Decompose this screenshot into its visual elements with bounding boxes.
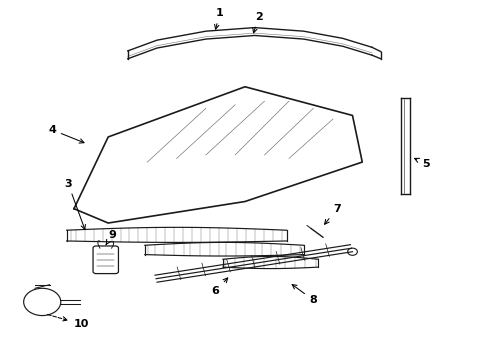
Text: 8: 8 [292, 284, 318, 305]
Text: 9: 9 [106, 230, 116, 245]
Text: 2: 2 [253, 12, 263, 33]
Text: 6: 6 [212, 278, 228, 296]
Text: 1: 1 [215, 8, 223, 29]
Text: 10: 10 [47, 314, 89, 329]
Text: 5: 5 [415, 158, 430, 169]
Text: 3: 3 [64, 179, 85, 229]
Text: 7: 7 [325, 204, 341, 224]
Text: 4: 4 [48, 125, 84, 143]
